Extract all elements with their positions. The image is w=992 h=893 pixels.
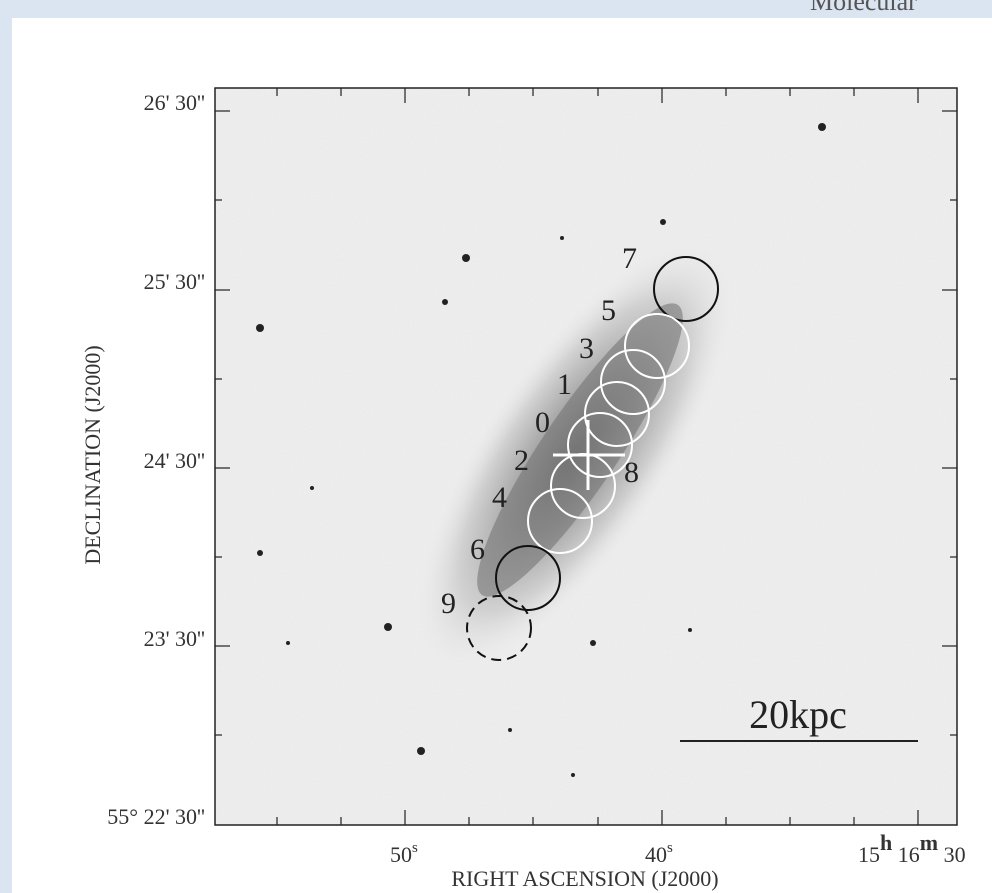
cropped-text: Molecular	[810, 0, 917, 16]
x-axis-title: RIGHT ASCENSION (J2000)	[451, 866, 718, 891]
ticks	[215, 88, 957, 825]
y-tick-label: 55° 22' 30''	[107, 804, 205, 829]
aperture-label: 5	[601, 294, 616, 327]
aperture-label: 2	[514, 444, 529, 477]
y-tick-label: 23' 30''	[144, 626, 205, 651]
aperture-label: 7	[622, 242, 637, 275]
aperture-label: 4	[492, 481, 507, 514]
apertures	[466, 256, 719, 661]
x-tick-label: 50s	[390, 840, 418, 867]
x-tick-label: 15h 16m 30	[858, 830, 966, 867]
y-tick-label: 25' 30''	[144, 269, 205, 294]
aperture-label: 1	[557, 368, 572, 401]
scale-bar-label: 20kpc	[749, 692, 847, 737]
aperture-label: 0	[535, 406, 550, 439]
frame	[214, 87, 958, 826]
aperture-label: 3	[579, 332, 594, 365]
aperture-label: 8	[624, 456, 639, 489]
aperture-label: 9	[441, 587, 456, 620]
aperture-label: 6	[470, 533, 485, 566]
y-tick-label: 26' 30''	[144, 90, 205, 115]
x-tick-label: 40s	[645, 840, 673, 867]
y-tick-label: 24' 30''	[144, 448, 205, 473]
center-cross	[553, 420, 625, 490]
y-axis-title: DECLINATION (J2000)	[80, 345, 105, 564]
stars	[256, 123, 826, 777]
